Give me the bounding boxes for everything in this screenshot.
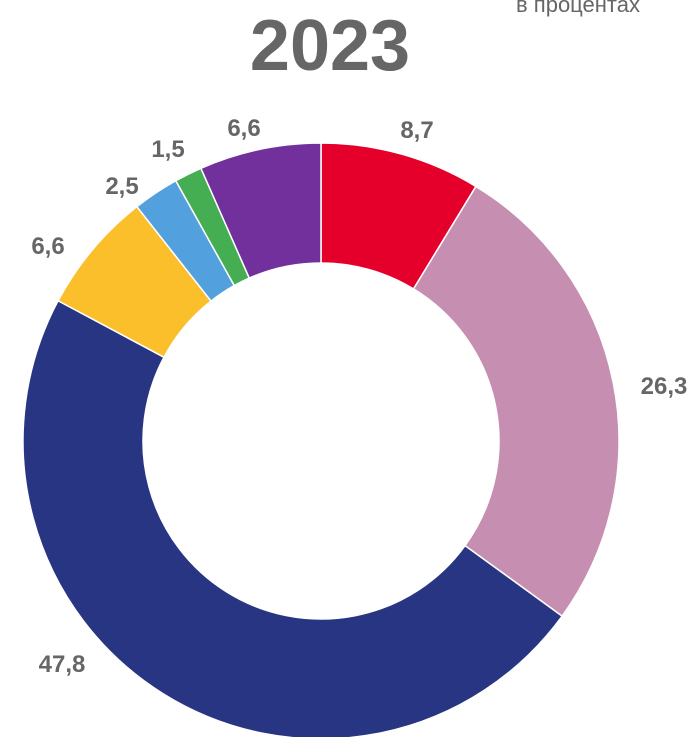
slice-label-2: 26,3 — [641, 373, 688, 400]
slice-label-1: 8,7 — [400, 117, 433, 144]
slice-label-3: 47,8 — [39, 651, 86, 678]
donut-slice-7 — [199, 142, 322, 280]
slice-labels: 8,7 26,3 47,8 6,6 2,5 1,5 6,6 — [31, 115, 687, 678]
slice-label-4: 6,6 — [31, 233, 64, 260]
unit-label: в процентах — [516, 0, 640, 17]
chart-title: 2023 — [250, 6, 410, 86]
donut-slice-3 — [22, 299, 564, 737]
slice-label-7: 6,6 — [227, 115, 260, 142]
slice-label-6: 1,5 — [151, 136, 184, 163]
donut-slice-2 — [412, 185, 620, 618]
slice-label-5: 2,5 — [105, 173, 138, 200]
donut-slices — [22, 142, 620, 737]
